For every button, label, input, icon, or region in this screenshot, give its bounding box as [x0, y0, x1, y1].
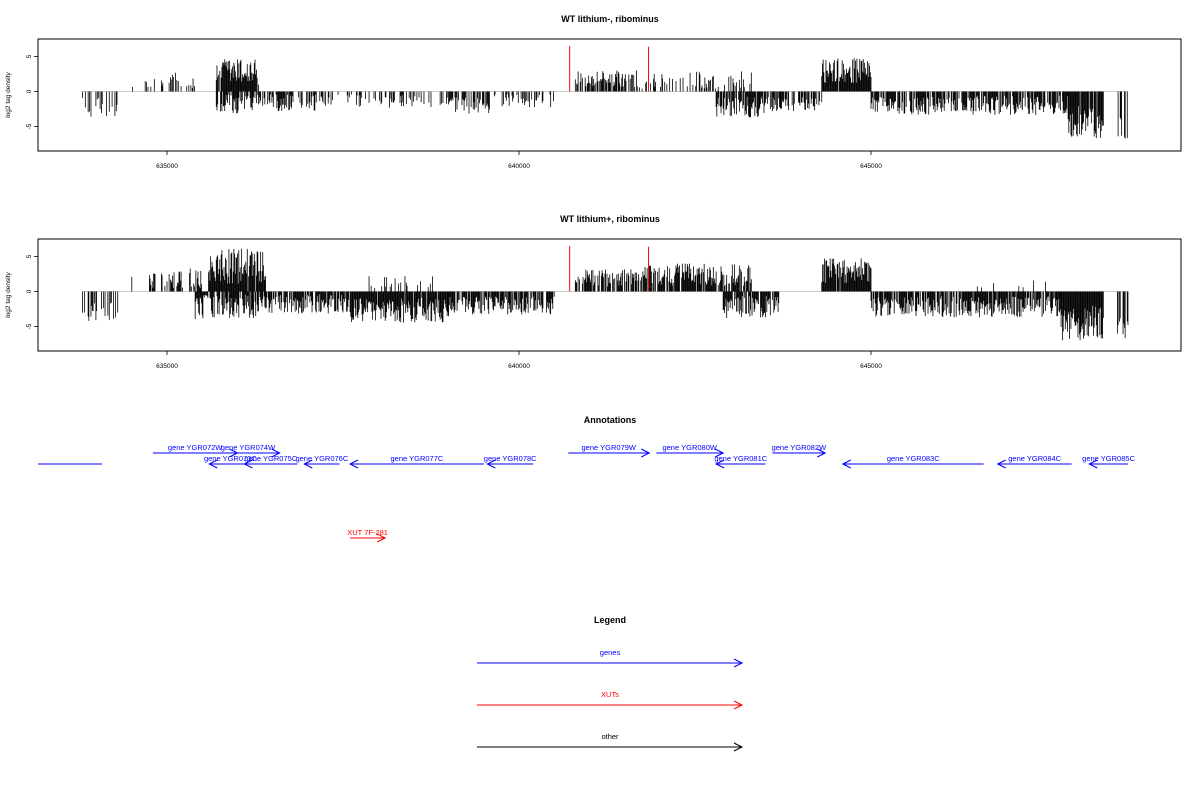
panel-title: WT lithium-, ribominus: [561, 14, 659, 24]
gene-arrow: gene YGR083C: [841, 454, 984, 469]
gene-arrow: gene YGR084C: [996, 454, 1072, 469]
annotations-title: Annotations: [584, 415, 637, 425]
gene-arrow: gene YGR079W: [568, 443, 651, 458]
legend: Legend genes XUTs other: [477, 615, 744, 752]
track-panel-lithium-plus: WT lithium+, ribominus log2 tag density …: [5, 214, 1182, 370]
y-tick-label: 0: [26, 289, 33, 293]
x-tick-label: 635000: [156, 363, 178, 370]
gene-label: gene YGR078C: [484, 454, 537, 463]
plot-frame: [37, 38, 1182, 152]
gene-arrow: gene YGR085C: [1082, 454, 1136, 469]
x-tick-label: 635000: [156, 163, 178, 170]
gene-arrow: gene YGR075C: [243, 454, 298, 469]
xut-arrow-group: XUT 7F-281: [347, 528, 388, 543]
x-tick-label: 645000: [860, 363, 882, 370]
panel-title: WT lithium+, ribominus: [560, 214, 660, 224]
gene-arrow: gene YGR081C: [714, 454, 768, 469]
y-tick-label: -5: [26, 323, 33, 329]
gene-label: gene YGR073C: [204, 454, 257, 463]
track-panel-lithium-minus: WT lithium-, ribominus log2 tag density …: [5, 14, 1182, 170]
gene-label: gene YGR076C: [295, 454, 348, 463]
bar-group: [82, 246, 1129, 341]
gene-label: gene YGR074W: [221, 443, 276, 452]
legend-title: Legend: [594, 615, 626, 625]
y-tick-label: 5: [26, 254, 33, 258]
gene-arrow: gene YGR080W: [656, 443, 725, 458]
gene-arrow: gene YGR082W: [772, 443, 827, 458]
y-tick-label: 0: [26, 89, 33, 93]
gene-label: gene YGR075C: [244, 454, 297, 463]
legend-item: other: [477, 732, 744, 752]
y-axis-label: log2 tag density: [5, 71, 12, 117]
legend-label: other: [601, 732, 619, 741]
gene-label: gene YGR079W: [582, 443, 637, 452]
gene-arrow: gene YGR074W: [216, 443, 281, 458]
axes-group: -5 0 5 635000 640000 645000: [26, 54, 882, 170]
gene-label: gene YGR080W: [662, 443, 717, 452]
bar-group: [82, 46, 1128, 139]
gene-label: gene YGR085C: [1082, 454, 1135, 463]
xut-arrow: XUT 7F-281: [347, 528, 388, 543]
axes-group: -5 0 5 635000 640000 645000: [26, 254, 882, 370]
legend-item: genes: [477, 648, 744, 668]
gene-arrow: gene YGR077C: [348, 454, 484, 469]
legend-label: XUTs: [601, 690, 619, 699]
x-tick-label: 640000: [508, 163, 530, 170]
gene-label: gene YGR077C: [391, 454, 444, 463]
y-tick-label: -5: [26, 123, 33, 129]
gene-label: gene YGR082W: [772, 443, 827, 452]
gene-label: gene YGR081C: [714, 454, 767, 463]
y-axis-label: log2 tag density: [5, 271, 12, 317]
xut-label: XUT 7F-281: [347, 528, 388, 537]
legend-item: XUTs: [477, 690, 744, 710]
gene-arrow: gene YGR076C: [295, 454, 349, 469]
gene-label: gene YGR084C: [1008, 454, 1061, 463]
plot-frame: [37, 238, 1182, 352]
x-tick-label: 640000: [508, 363, 530, 370]
gene-label: gene YGR072W: [168, 443, 223, 452]
y-tick-label: 5: [26, 54, 33, 58]
x-tick-label: 645000: [860, 163, 882, 170]
gene-label: gene YGR083C: [887, 454, 940, 463]
legend-label: genes: [600, 648, 621, 657]
legend-items: genes XUTs other: [477, 648, 744, 752]
gene-arrow: gene YGR078C: [484, 454, 537, 469]
